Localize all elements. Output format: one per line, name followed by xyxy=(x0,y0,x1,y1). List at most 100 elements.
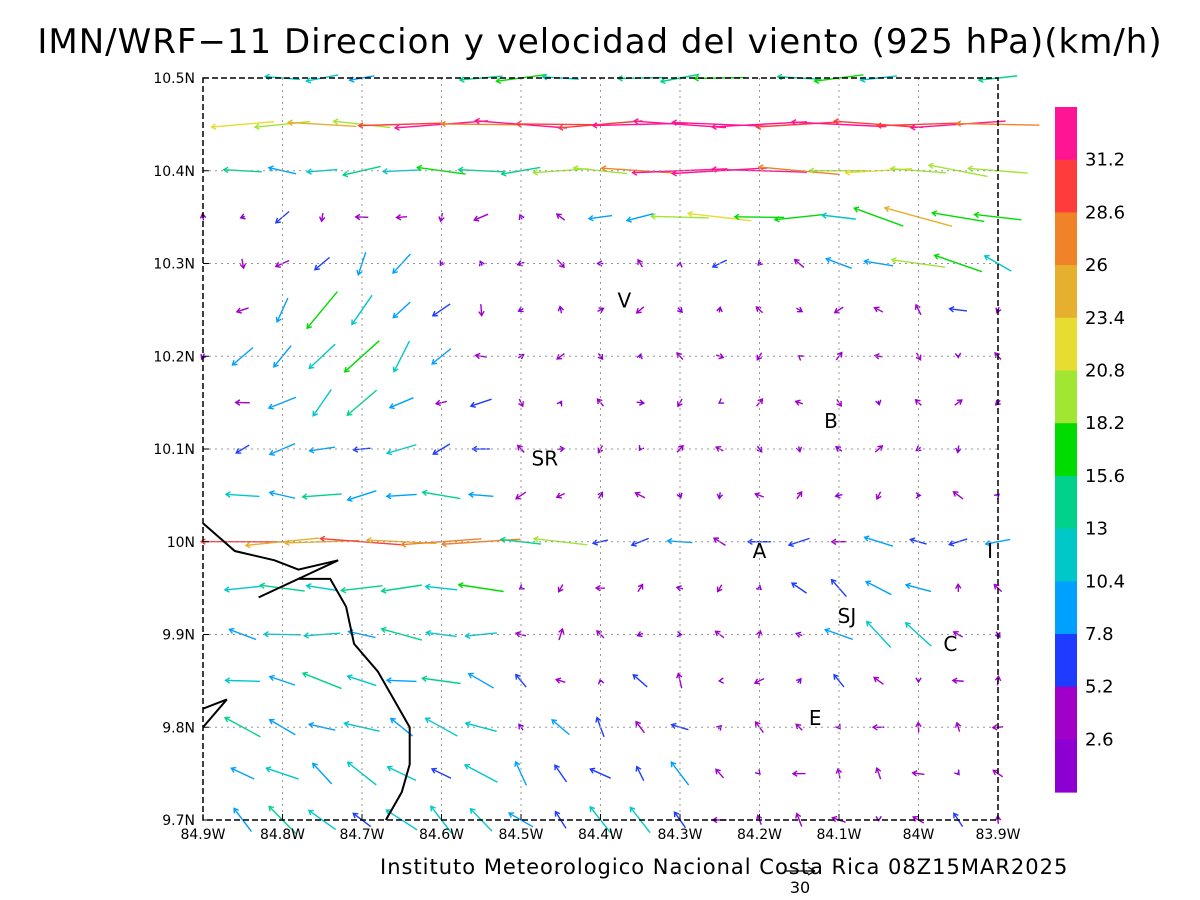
wind-arrow xyxy=(210,121,275,130)
wind-arrow xyxy=(753,677,765,685)
wind-arrow xyxy=(239,213,246,220)
colorbar-swatch xyxy=(1055,317,1077,371)
wind-arrow xyxy=(558,627,565,641)
wind-arrow xyxy=(716,724,723,731)
wind-arrow xyxy=(473,213,489,222)
wind-arrow xyxy=(635,765,645,781)
wind-arrow xyxy=(386,765,417,782)
wind-arrow xyxy=(421,675,461,685)
wind-arrow xyxy=(308,343,336,370)
speed-colorbar: 31.2 28.6 26 23.4 20.8 18.2 15.6 13 10.4 7.8 5.2 2.… xyxy=(1055,107,1125,793)
wind-arrow xyxy=(430,767,452,779)
wind-arrow xyxy=(952,631,964,638)
wind-arrow xyxy=(301,671,342,690)
wind-arrow xyxy=(676,444,684,453)
wind-arrow xyxy=(275,297,289,323)
wind-arrow xyxy=(636,399,646,406)
wind-arrow xyxy=(915,492,922,499)
colorbar-swatch xyxy=(1055,634,1077,688)
wind-arrow xyxy=(795,723,803,731)
wind-arrow xyxy=(464,632,497,639)
colorbar-label: 28.6 xyxy=(1085,202,1125,223)
wind-arrow xyxy=(600,165,679,175)
wind-arrow xyxy=(951,677,964,685)
y-tick-label: 10.4N xyxy=(153,164,195,180)
wind-arrow xyxy=(927,162,988,178)
wind-arrow xyxy=(464,721,497,732)
wind-arrow xyxy=(531,168,589,176)
colorbar-label: 15.6 xyxy=(1085,466,1125,487)
wind-arrow xyxy=(224,491,260,498)
map-title: IMN/WRF−11 Direccion y velocidad del vie… xyxy=(37,22,1163,62)
colorbar-swatch xyxy=(1055,212,1077,266)
wind-arrow xyxy=(790,582,807,594)
x-tick-label: 84W xyxy=(903,827,935,843)
wind-arrow xyxy=(268,490,296,499)
wind-arrow xyxy=(634,491,646,499)
wind-arrow xyxy=(346,761,377,786)
wind-arrow xyxy=(632,118,727,129)
wind-arrow xyxy=(911,770,925,777)
wind-arrow xyxy=(230,766,255,780)
wind-arrow xyxy=(231,346,254,366)
place-label: C xyxy=(943,632,957,656)
wind-arrow xyxy=(954,769,960,776)
wind-arrow xyxy=(458,75,503,83)
x-tick-label: 84.6W xyxy=(419,827,464,843)
wind-arrow xyxy=(318,212,326,223)
wind-arrow xyxy=(346,490,377,502)
wind-arrow xyxy=(431,348,452,365)
wind-arrow xyxy=(635,306,645,314)
wind-arrow xyxy=(795,631,803,638)
wind-arrow xyxy=(467,491,494,498)
wind-arrow xyxy=(532,535,588,546)
wind-arrow xyxy=(834,492,843,499)
colorbar-label: 20.8 xyxy=(1085,361,1125,382)
wind-arrow xyxy=(385,492,417,500)
x-tick-label: 84.9W xyxy=(180,827,225,843)
wind-arrow xyxy=(351,294,373,326)
colorbar-swatch xyxy=(1055,265,1077,319)
colorbar-swatch xyxy=(1055,686,1077,740)
wind-arrow xyxy=(421,489,461,500)
wind-arrow xyxy=(637,583,644,593)
wind-arrow xyxy=(873,676,884,685)
wind-arrow xyxy=(388,397,414,410)
wind-arrow xyxy=(416,164,466,175)
wind-arrow xyxy=(239,258,247,270)
wind-arrow xyxy=(385,677,417,684)
wind-arrow xyxy=(286,119,357,127)
colorbar-label: 7.8 xyxy=(1085,624,1114,645)
wind-arrow xyxy=(308,446,336,454)
place-label: V xyxy=(618,289,632,313)
colorbar-label: 2.6 xyxy=(1085,729,1114,750)
wind-arrow xyxy=(955,445,962,454)
y-tick-label: 10N xyxy=(167,535,195,551)
wind-arrow xyxy=(556,400,563,407)
wind-arrow xyxy=(224,677,260,684)
y-tick-label: 9.7N xyxy=(162,813,195,829)
wind-arrow xyxy=(954,583,962,592)
wind-arrow xyxy=(670,761,690,786)
wind-arrow xyxy=(755,121,843,130)
wind-arrow xyxy=(954,721,962,732)
wind-arrow xyxy=(954,399,963,406)
wind-arrow xyxy=(755,584,762,591)
x-tick-labels: 84.9W 84.8W 84.7W 84.6W 84.5W 84.4W 84.3W 84.2W… xyxy=(180,814,1021,843)
wind-arrow xyxy=(677,307,683,314)
x-tick-label: 84.2W xyxy=(737,827,782,843)
place-label: A xyxy=(753,539,767,563)
wind-arrow xyxy=(439,120,522,128)
colorbar-label: 31.2 xyxy=(1085,150,1125,171)
wind-arrow xyxy=(776,73,821,81)
wind-arrow xyxy=(517,306,524,313)
wind-arrow xyxy=(514,760,528,786)
wind-arrow xyxy=(589,767,611,779)
wind-arrow xyxy=(471,445,490,453)
wind-arrow xyxy=(518,213,525,220)
wind-arrow xyxy=(875,491,882,501)
wind-arrow xyxy=(716,584,723,593)
wind-arrow xyxy=(235,307,249,314)
wind-arrow xyxy=(787,537,810,548)
